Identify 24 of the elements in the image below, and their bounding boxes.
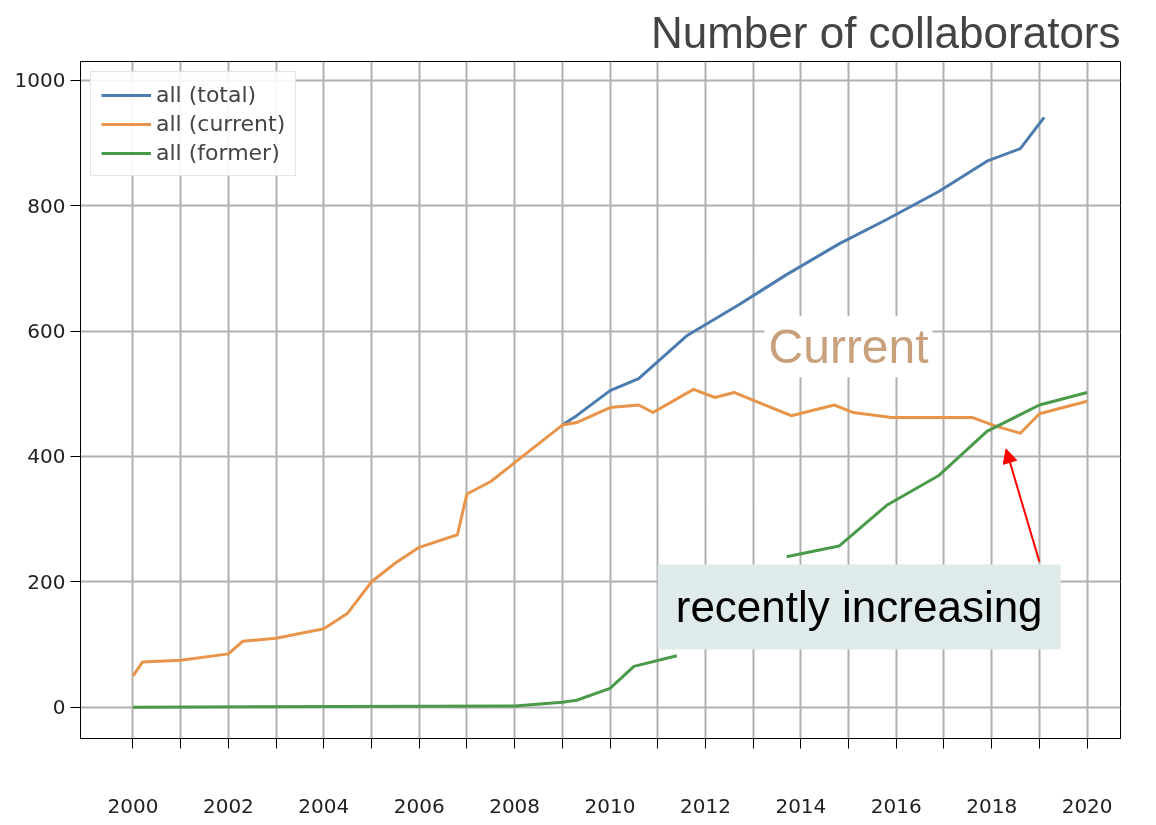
y-tick-label: 1000 <box>14 68 66 93</box>
x-tick-label: 2010 <box>584 793 636 818</box>
line-series <box>560 115 1046 427</box>
y-tick-label: 200 <box>27 569 66 594</box>
x-tick-label: 2004 <box>298 793 350 818</box>
legend-label: all (current) <box>156 111 286 136</box>
y-tick-label: 0 <box>52 695 66 720</box>
x-tick-label: 2016 <box>870 793 922 818</box>
annotation: recently increasing <box>675 582 1043 632</box>
annotation: Current <box>768 320 929 374</box>
legend-label: all (total) <box>156 82 257 107</box>
x-tick-label: 2018 <box>966 793 1018 818</box>
x-tick-label: 2000 <box>107 793 159 818</box>
y-tick-label: 600 <box>27 319 66 344</box>
y-tick-label: 800 <box>27 193 66 218</box>
x-tick-label: 2008 <box>489 793 541 818</box>
x-tick-label: 2002 <box>202 793 254 818</box>
x-tick-label: 2006 <box>393 793 445 818</box>
legend-label: all (former) <box>156 140 280 165</box>
y-tick-label: 400 <box>27 444 66 469</box>
chart-title: Number of collaborators <box>650 7 1121 57</box>
x-tick-label: 2014 <box>775 793 827 818</box>
x-tick-label: 2020 <box>1061 793 1113 818</box>
x-tick-label: 2012 <box>680 793 731 818</box>
